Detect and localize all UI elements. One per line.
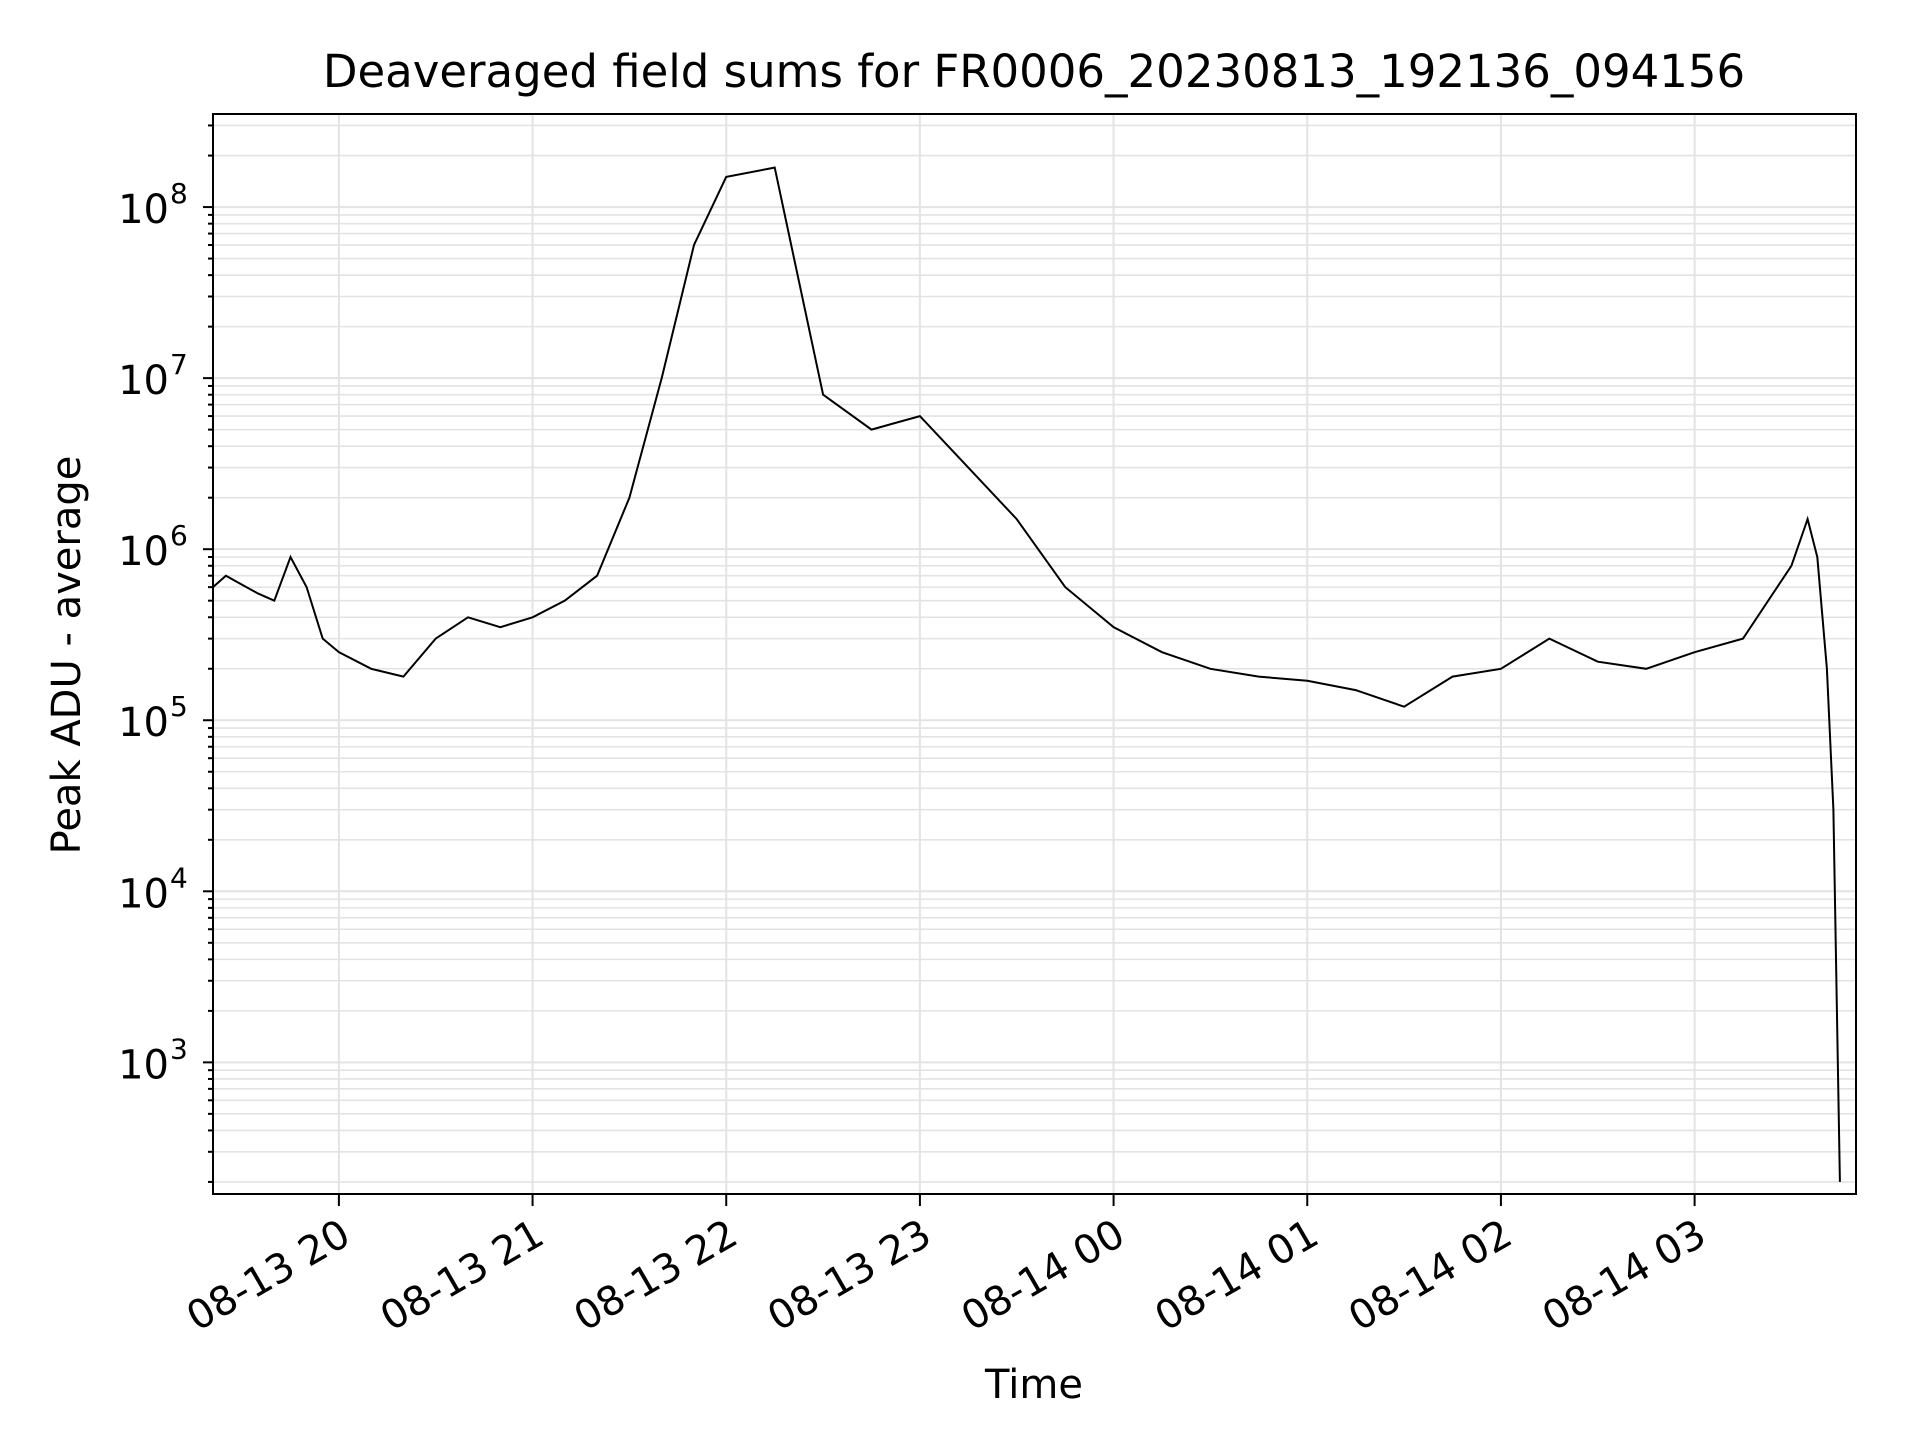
y-tick-label: 10 xyxy=(118,358,169,404)
y-tick-label: 10 xyxy=(118,1042,169,1088)
y-tick-exponent: 6 xyxy=(170,519,188,552)
y-tick-exponent: 5 xyxy=(170,690,188,723)
y-axis-label: Peak ADU - average xyxy=(44,456,90,855)
chart-title: Deaveraged field sums for FR0006_2023081… xyxy=(323,45,1745,98)
y-tick-exponent: 4 xyxy=(170,861,188,894)
series-line xyxy=(212,166,1841,1182)
y-tick-exponent: 7 xyxy=(170,348,188,381)
y-tick-exponent: 8 xyxy=(170,177,188,210)
plot-frame xyxy=(212,113,1857,1195)
y-tick-label: 10 xyxy=(118,871,169,917)
y-tick-label: 10 xyxy=(118,700,169,746)
y-tick-label: 10 xyxy=(118,187,169,233)
y-tick-label: 10 xyxy=(118,529,169,575)
grid-lines xyxy=(213,114,1856,1194)
y-tick-exponent: 3 xyxy=(170,1032,188,1065)
series-layer xyxy=(212,166,1841,1182)
x-axis-label: Time xyxy=(984,1362,1083,1408)
